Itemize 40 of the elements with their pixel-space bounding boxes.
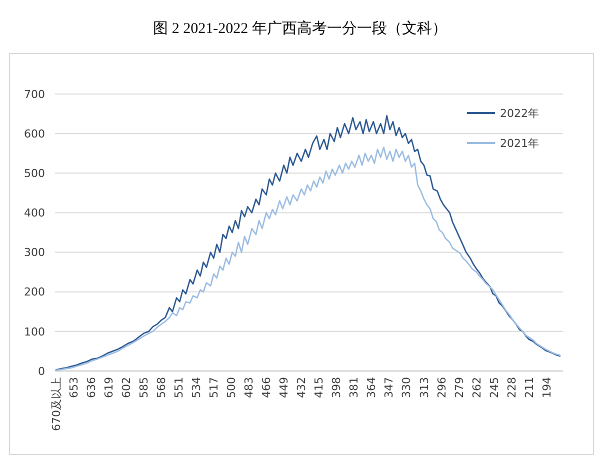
x-tick-label: 245 — [488, 377, 501, 398]
y-tick-label: 300 — [24, 246, 45, 260]
x-tick-label: 449 — [278, 377, 291, 398]
y-tick-label: 700 — [24, 88, 45, 101]
y-tick-label: 200 — [24, 286, 45, 299]
x-tick-label: 551 — [172, 377, 186, 398]
x-tick-label: 568 — [154, 377, 168, 398]
x-tick-label: 364 — [365, 377, 378, 398]
x-tick-label: 228 — [505, 377, 518, 398]
x-tick-label: 432 — [295, 377, 308, 398]
x-tick-label: 194 — [540, 377, 554, 398]
x-tick-label: 398 — [330, 377, 344, 398]
x-tick-label: 296 — [435, 377, 448, 398]
x-tick-label: 534 — [190, 377, 204, 398]
x-tick-label: 279 — [452, 377, 466, 398]
x-tick-label: 313 — [418, 377, 431, 398]
x-tick-label: 653 — [67, 377, 80, 398]
y-tick-label: 0 — [38, 364, 45, 378]
chart-title: 图 2 2021-2022 年广西高考一分一段（文科） — [153, 20, 447, 37]
y-tick-label: 600 — [24, 127, 45, 140]
x-tick-label: 466 — [260, 377, 274, 398]
x-tick-label: 415 — [312, 377, 326, 398]
x-tick-label: 347 — [382, 377, 396, 398]
x-tick-label: 636 — [84, 377, 98, 398]
y-tick-label: 500 — [24, 166, 45, 180]
legend-label: 2021年 — [500, 136, 539, 150]
x-tick-label: 381 — [348, 377, 361, 398]
x-tick-label: 619 — [102, 377, 116, 398]
x-tick-label: 262 — [470, 377, 484, 398]
y-tick-label: 100 — [24, 325, 45, 338]
x-tick-label: 517 — [208, 377, 221, 398]
x-tick-label: 211 — [522, 377, 536, 398]
x-tick-label: 330 — [400, 377, 414, 398]
y-tick-label: 400 — [24, 206, 45, 220]
x-tick-label: 483 — [242, 377, 256, 398]
legend-label: 2022年 — [500, 106, 539, 120]
x-tick-label: 670及以上 — [50, 377, 63, 431]
x-tick-label: 500 — [225, 377, 238, 398]
x-tick-label: 602 — [120, 377, 133, 398]
x-tick-label: 585 — [137, 377, 150, 398]
